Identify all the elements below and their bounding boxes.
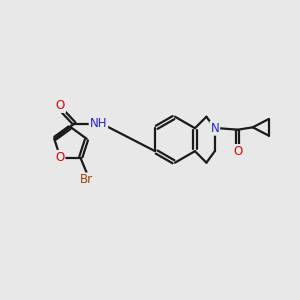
Text: Br: Br	[80, 173, 93, 186]
Text: NH: NH	[90, 117, 107, 130]
Text: O: O	[55, 151, 64, 164]
Text: N: N	[210, 122, 219, 135]
Text: O: O	[233, 145, 242, 158]
Text: O: O	[56, 99, 65, 112]
